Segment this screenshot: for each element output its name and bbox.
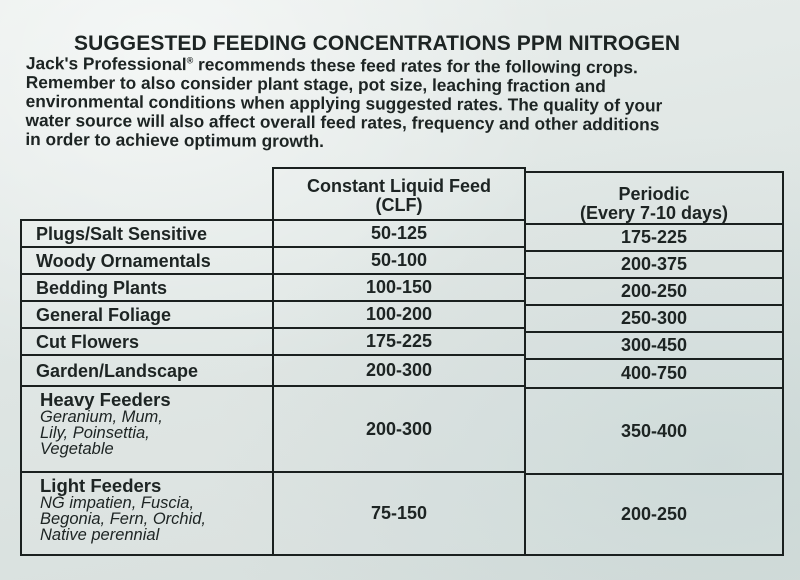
row-garden-clf: 200-300 — [272, 354, 526, 387]
intro-paragraph: Jack's Professional® recommends these fe… — [25, 53, 786, 154]
header-periodic-line-1: Periodic — [618, 184, 690, 204]
row-heavy-crop: Heavy Feeders Geranium, Mum, Lily, Poins… — [20, 385, 274, 473]
light-feeders-label: Light Feeders — [40, 475, 162, 496]
row-cut-flowers-clf: 175-225 — [272, 327, 526, 356]
row-woody-periodic: 200-375 — [524, 250, 784, 279]
row-bedding-clf: 100-150 — [272, 273, 526, 302]
intro-line: in order to achieve optimum growth. — [25, 128, 325, 152]
row-woody-crop: Woody Ornamentals — [20, 246, 274, 275]
row-plugs-periodic: 175-225 — [524, 223, 784, 252]
row-bedding-periodic: 200-250 — [524, 277, 784, 306]
row-garden-periodic: 400-750 — [524, 358, 784, 389]
row-foliage-periodic: 250-300 — [524, 304, 784, 333]
row-woody-clf: 50-100 — [272, 246, 526, 275]
light-feeders-example: Native perennial — [40, 526, 160, 544]
heavy-feeders-example: Geranium, Mum, — [40, 408, 163, 426]
page-title: SUGGESTED FEEDING CONCENTRATIONS PPM NIT… — [74, 32, 681, 55]
row-bedding-crop: Bedding Plants — [20, 273, 274, 302]
row-foliage-crop: General Foliage — [20, 300, 274, 329]
row-light-periodic: 200-250 — [524, 473, 784, 556]
light-feeders-example: Begonia, Fern, Orchid, — [40, 510, 206, 528]
light-feeders-example: NG impatien, Fuscia, — [40, 494, 195, 512]
header-clf: Constant Liquid Feed (CLF) — [272, 167, 526, 221]
row-garden-crop: Garden/Landscape — [20, 354, 274, 387]
row-light-clf: 75-150 — [272, 471, 526, 556]
row-plugs-crop: Plugs/Salt Sensitive — [20, 219, 274, 248]
header-periodic-line-2: (Every 7-10 days) — [579, 203, 729, 223]
row-heavy-clf: 200-300 — [272, 385, 526, 473]
row-light-crop: Light Feeders NG impatien, Fuscia, Begon… — [20, 471, 274, 556]
feeding-table: Constant Liquid Feed (CLF) Periodic (Eve… — [20, 167, 784, 556]
row-cut-flowers-crop: Cut Flowers — [20, 327, 274, 356]
header-clf-line-1: Constant Liquid Feed — [307, 176, 491, 196]
header-clf-line-2: (CLF) — [375, 195, 423, 215]
heavy-feeders-example: Vegetable — [40, 440, 114, 458]
row-heavy-periodic: 350-400 — [524, 387, 784, 475]
row-foliage-clf: 100-200 — [272, 300, 526, 329]
heavy-feeders-label: Heavy Feeders — [40, 389, 171, 410]
header-periodic: Periodic (Every 7-10 days) — [524, 171, 784, 225]
brand-name: Jack's Professional — [25, 53, 187, 75]
heavy-feeders-example: Lily, Poinsettia, — [40, 424, 150, 442]
row-cut-flowers-periodic: 300-450 — [524, 331, 784, 360]
row-plugs-clf: 50-125 — [272, 219, 526, 248]
